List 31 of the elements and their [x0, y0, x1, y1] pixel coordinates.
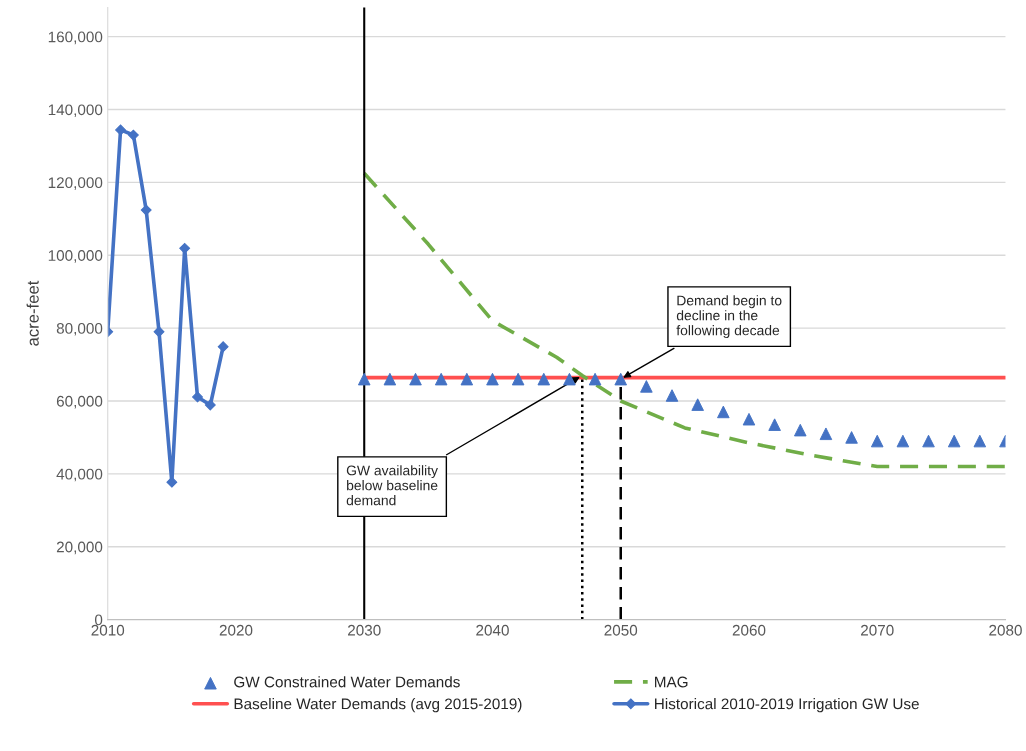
point	[153, 326, 165, 338]
y-tick-label: 120,000	[48, 177, 103, 190]
legend-label: Baseline Water Demands (avg 2015-2019)	[234, 698, 522, 713]
point	[217, 341, 229, 353]
x-tick-label: 2030	[348, 624, 381, 636]
x-tick-label: 2050	[604, 624, 638, 636]
x-tick-label: 2010	[91, 624, 125, 636]
legend-label: MAG	[655, 676, 688, 688]
y-tick-label: 20,000	[56, 541, 103, 555]
y-tick-label: 160,000	[48, 31, 103, 45]
point	[127, 129, 139, 141]
point	[140, 204, 152, 216]
y-tick-label: 60,000	[56, 395, 103, 409]
y-axis-title: acre-feet	[26, 280, 39, 346]
annotation: GW availability below baseline demand	[346, 465, 438, 506]
x-tick-label: 2020	[219, 624, 253, 636]
y-tick-label: 100,000	[48, 250, 103, 263]
y-tick-label: 40,000	[56, 468, 103, 482]
x-tick-label: 2080	[989, 624, 1022, 636]
x-tick-label: 2040	[476, 624, 509, 636]
y-tick-label: 140,000	[48, 104, 103, 118]
y-tick-label: 80,000	[56, 322, 103, 336]
point	[204, 399, 216, 411]
y-tick-label: 0	[94, 614, 103, 626]
annotation: Demand begin to decline in the following decade	[676, 295, 782, 339]
point	[192, 391, 203, 403]
legend-label: GW Constrained Water Demands	[234, 676, 460, 688]
legend-label: Historical 2010-2019 Irrigation GW Use	[655, 698, 919, 713]
x-tick-label: 2070	[861, 624, 894, 636]
point	[179, 242, 191, 254]
x-tick-label: 2060	[732, 624, 766, 636]
